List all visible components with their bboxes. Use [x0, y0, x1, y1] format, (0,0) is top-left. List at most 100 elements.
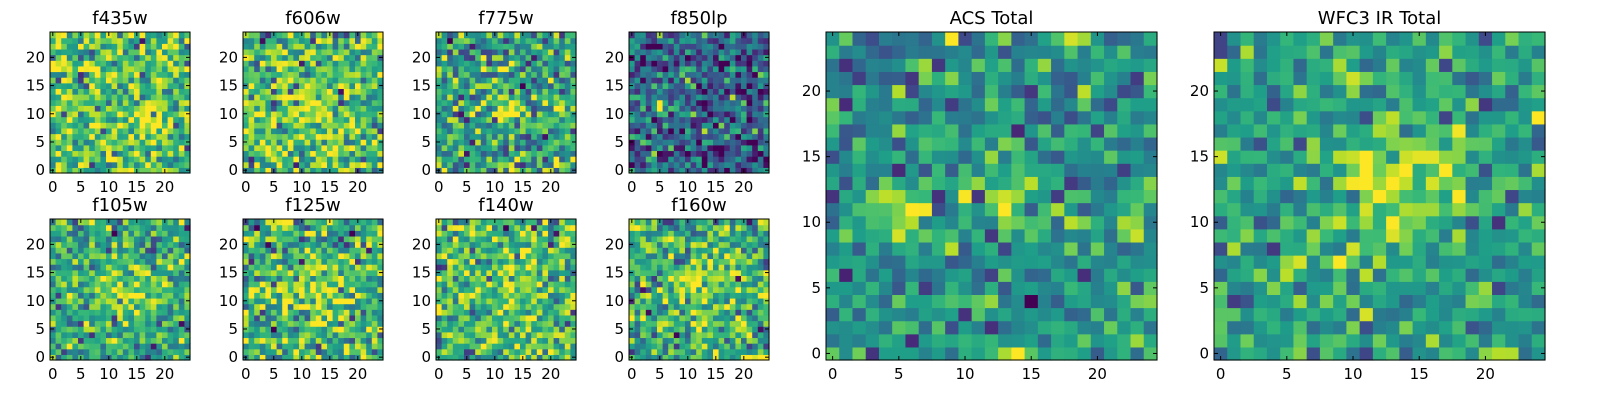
heatmap-cell	[156, 94, 163, 101]
heatmap-cell	[100, 139, 107, 146]
heatmap-cell	[458, 110, 465, 118]
heatmap-cell	[752, 77, 759, 84]
heatmap-cell	[469, 43, 476, 50]
heatmap-cell	[167, 286, 174, 293]
heatmap-cell	[640, 37, 647, 44]
heatmap-cell	[366, 161, 373, 168]
heatmap-cell	[377, 88, 384, 95]
heatmap-cell	[718, 32, 725, 39]
heatmap-cell	[752, 88, 759, 95]
heatmap-cell	[475, 167, 482, 174]
heatmap-cell	[531, 99, 538, 106]
heatmap-cell	[503, 348, 510, 355]
heatmap-cell	[724, 99, 731, 106]
heatmap-cell	[293, 133, 300, 140]
heatmap-cell	[173, 354, 180, 361]
heatmap-cell	[525, 224, 532, 231]
heatmap-cell	[293, 252, 300, 260]
heatmap-cell	[629, 88, 636, 95]
heatmap-cell	[707, 71, 714, 78]
heatmap-cell	[271, 292, 278, 299]
heatmap-cell	[178, 48, 185, 56]
heatmap-cell	[310, 303, 317, 310]
heatmap-cell	[89, 161, 96, 168]
heatmap-cell	[701, 326, 708, 333]
heatmap-cell	[276, 331, 283, 339]
heatmap-cell	[122, 275, 129, 282]
heatmap-cell	[83, 110, 90, 118]
heatmap-cell	[55, 258, 62, 265]
heatmap-cell	[564, 326, 571, 333]
heatmap-cell	[757, 337, 764, 344]
heatmap-cell	[366, 144, 373, 152]
heatmap-cell	[254, 314, 261, 322]
heatmap-cell	[343, 258, 350, 265]
heatmap-cell	[167, 247, 174, 254]
heatmap-cell	[718, 343, 725, 350]
heatmap-cell	[668, 122, 675, 129]
heatmap-cell	[243, 264, 250, 271]
heatmap-cell	[327, 133, 334, 140]
heatmap-cell	[657, 122, 664, 129]
heatmap-cell	[447, 320, 454, 327]
heatmap-cell	[94, 167, 101, 174]
heatmap-cell	[458, 264, 465, 271]
heatmap-cell	[657, 144, 664, 152]
heatmap-cell	[366, 60, 373, 67]
heatmap-cell	[729, 139, 736, 146]
heatmap-cell	[508, 264, 515, 271]
heatmap-cell	[111, 94, 118, 101]
heatmap-cell	[83, 331, 90, 339]
heatmap-cell	[349, 99, 356, 106]
heatmap-cell	[271, 331, 278, 339]
heatmap-cell	[645, 144, 652, 152]
heatmap-cell	[173, 303, 180, 310]
heatmap-cell	[287, 297, 294, 305]
heatmap-cell	[128, 139, 135, 146]
heatmap-cell	[282, 167, 289, 174]
heatmap-cell	[139, 258, 146, 265]
heatmap-cell	[349, 54, 356, 61]
heatmap-cell	[514, 122, 521, 129]
heatmap-cell	[150, 127, 157, 135]
heatmap-cell	[741, 82, 748, 89]
heatmap-cell	[122, 235, 129, 243]
heatmap-cell	[685, 105, 692, 112]
heatmap-cell	[343, 354, 350, 361]
heatmap-cell	[338, 110, 345, 118]
heatmap-cell	[724, 122, 731, 129]
heatmap-cell	[366, 354, 373, 361]
heatmap-cell	[254, 150, 261, 157]
heatmap-cell	[690, 343, 697, 350]
heatmap-cell	[486, 43, 493, 50]
heatmap-cell	[564, 167, 571, 174]
heatmap-cell	[559, 48, 566, 56]
heatmap-cell	[436, 156, 443, 163]
heatmap-cell	[531, 144, 538, 152]
heatmap-cell	[366, 105, 373, 112]
heatmap-cell	[553, 286, 560, 293]
heatmap-cell	[690, 88, 697, 95]
heatmap-cell	[332, 116, 339, 123]
heatmap-cell	[134, 247, 141, 254]
heatmap-cell	[173, 286, 180, 293]
heatmap-cell	[100, 105, 107, 112]
heatmap-cell	[634, 60, 641, 67]
heatmap-cell	[564, 122, 571, 129]
heatmap-cell	[634, 150, 641, 157]
heatmap-cell	[173, 235, 180, 243]
heatmap-cell	[61, 133, 68, 140]
heatmap-cell	[355, 258, 362, 265]
heatmap-cell	[254, 60, 261, 67]
heatmap-cell	[718, 309, 725, 316]
heatmap-cell	[662, 281, 669, 288]
heatmap-cell	[66, 247, 73, 254]
heatmap-cell	[355, 54, 362, 61]
heatmap-cell	[701, 297, 708, 305]
heatmap-cell	[570, 331, 577, 339]
heatmap-cell	[315, 343, 322, 350]
heatmap-cell	[475, 309, 482, 316]
heatmap-cell	[167, 88, 174, 95]
heatmap-cell	[752, 348, 759, 355]
